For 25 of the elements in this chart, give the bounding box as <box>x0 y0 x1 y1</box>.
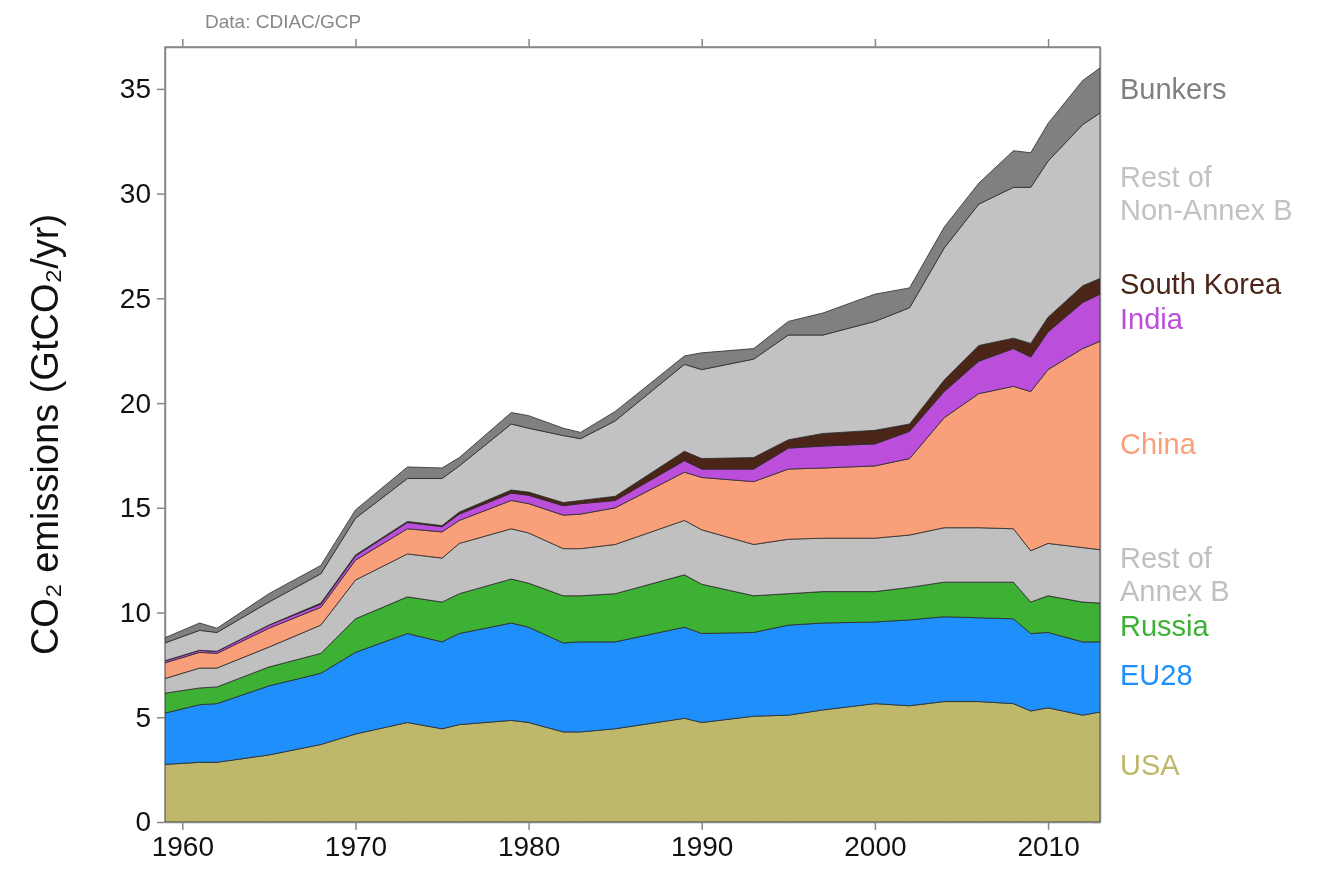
series-label: South Korea <box>1120 268 1283 301</box>
y-tick-label: 10 <box>119 597 151 628</box>
y-tick-label: 35 <box>119 73 151 105</box>
y-tick-label: 25 <box>119 282 151 314</box>
series-label: Rest of Annex B <box>1120 542 1230 608</box>
x-tick-label: 1980 <box>497 830 561 862</box>
series-label: USA <box>1120 749 1181 782</box>
series-label: India <box>1120 303 1184 336</box>
y-axis-title: CO₂ emissions (GtCO₂/yr) <box>24 213 66 656</box>
y-tick-label: 15 <box>119 492 151 524</box>
x-tick-label: 2000 <box>844 830 907 862</box>
series-label: Russia <box>1120 610 1210 643</box>
x-tick-label: 2010 <box>1017 830 1080 862</box>
series-label: China <box>1120 427 1197 460</box>
x-tick-label: 1990 <box>671 830 734 862</box>
y-tick-label: 5 <box>135 701 151 733</box>
series-label: Bunkers <box>1120 72 1227 105</box>
series-label: EU28 <box>1120 659 1193 692</box>
x-tick-label: 1960 <box>151 830 214 862</box>
y-tick-label: 0 <box>135 806 151 838</box>
text: Data: CDIAC/GCP <box>205 11 362 32</box>
y-tick-label: 30 <box>119 178 151 210</box>
x-tick-label: 1970 <box>324 830 388 862</box>
series-label: Rest of Non-Annex B <box>1120 161 1293 227</box>
y-tick-label: 20 <box>119 387 151 419</box>
